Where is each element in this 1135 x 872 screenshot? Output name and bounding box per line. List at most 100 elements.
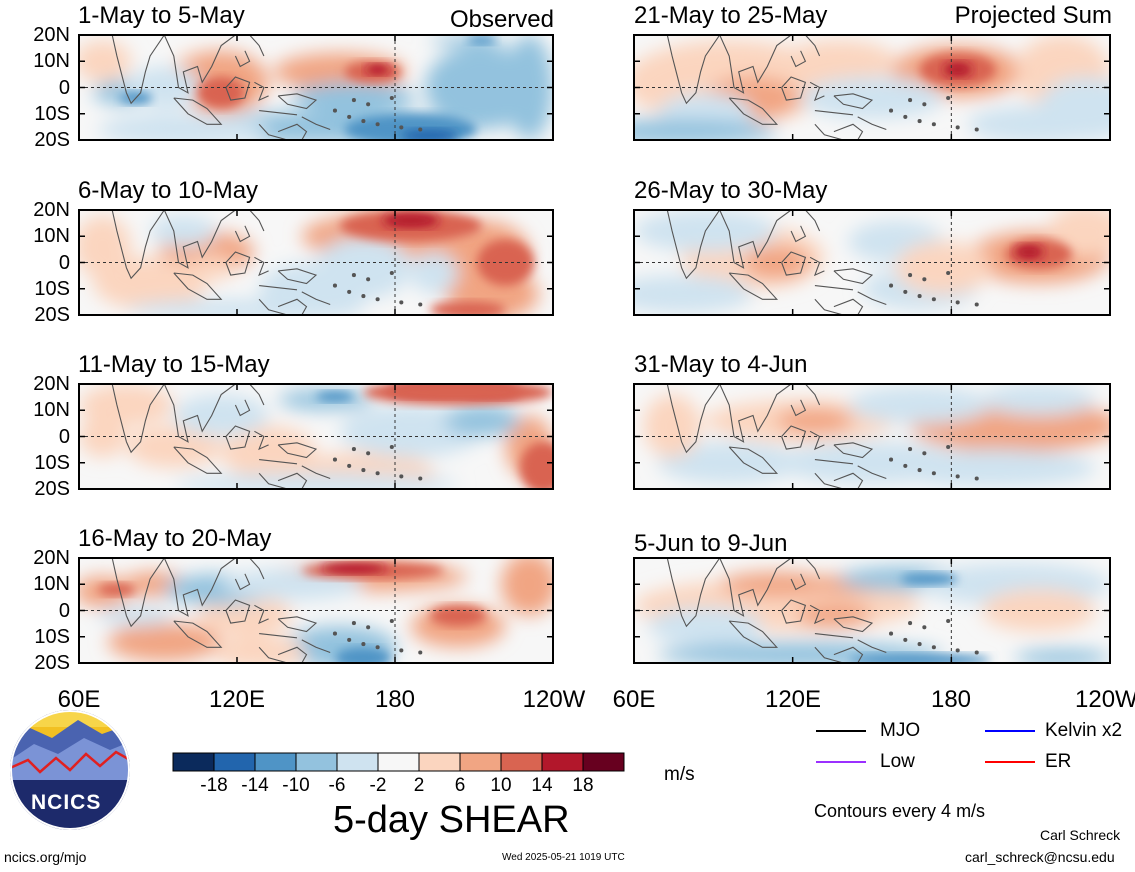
legend-label-er: ER bbox=[1045, 751, 1072, 772]
coastline bbox=[728, 272, 779, 300]
island bbox=[922, 277, 927, 282]
island bbox=[903, 289, 908, 294]
lat-label: 0 bbox=[58, 599, 70, 622]
lat-label: 20S bbox=[34, 129, 70, 151]
panel-title-obs-1: 1-May to 5-May bbox=[78, 2, 245, 29]
lat-label: 20N bbox=[33, 373, 70, 395]
coastline bbox=[790, 50, 807, 68]
colorbar-tick-label: 14 bbox=[531, 775, 553, 796]
coastline bbox=[249, 35, 265, 57]
coastline bbox=[814, 298, 844, 315]
coastline bbox=[719, 35, 792, 94]
island bbox=[347, 289, 352, 294]
island bbox=[389, 95, 394, 101]
observed-label: Observed bbox=[449, 6, 554, 33]
coastline bbox=[173, 97, 223, 125]
lat-label: 10N bbox=[33, 50, 70, 73]
coastline bbox=[111, 558, 165, 628]
coastline bbox=[259, 633, 298, 639]
lon-label-120e-right: 120E bbox=[764, 686, 822, 713]
island bbox=[418, 650, 423, 655]
shear-blob bbox=[173, 473, 459, 489]
coastlines bbox=[111, 35, 423, 140]
panel-title-obs-2: 6-May to 10-May bbox=[78, 177, 259, 204]
coastline bbox=[249, 210, 265, 232]
ncics-logo bbox=[10, 710, 130, 830]
lat-label: 10N bbox=[33, 573, 70, 596]
island bbox=[946, 95, 951, 101]
coastline bbox=[277, 93, 318, 110]
colorbar-tick-label: 6 bbox=[454, 775, 466, 796]
shear-blob bbox=[500, 558, 553, 616]
coastlines bbox=[666, 35, 979, 140]
island bbox=[366, 451, 371, 456]
shear-blob bbox=[1038, 77, 1110, 140]
island bbox=[974, 127, 979, 132]
coastline bbox=[277, 616, 318, 633]
island bbox=[955, 474, 960, 479]
coastline bbox=[254, 256, 269, 277]
coastline bbox=[781, 251, 807, 276]
panel-title-proj-2: 26-May to 30-May bbox=[634, 177, 828, 204]
shear-blob bbox=[365, 64, 390, 75]
shear-blob bbox=[197, 594, 293, 637]
coastline bbox=[254, 81, 269, 102]
coastline bbox=[781, 76, 807, 101]
island bbox=[366, 277, 371, 282]
shear-blob bbox=[848, 653, 991, 663]
coastline bbox=[809, 81, 825, 102]
lat-label: 10S bbox=[34, 277, 70, 300]
shear-blob bbox=[401, 129, 459, 140]
shear-blob bbox=[363, 384, 553, 405]
colorbar-tick-label: 18 bbox=[572, 775, 594, 796]
coastline bbox=[225, 251, 251, 276]
island bbox=[908, 621, 913, 626]
shear-blob bbox=[173, 394, 269, 437]
island bbox=[375, 122, 380, 127]
island bbox=[351, 98, 356, 103]
coastline bbox=[225, 76, 251, 101]
panel-title-obs-4: 16-May to 20-May bbox=[78, 525, 272, 552]
map-panel-7 bbox=[633, 383, 1111, 490]
coastline bbox=[833, 298, 864, 315]
lat-label: 20N bbox=[33, 199, 70, 221]
map-panel-8 bbox=[633, 557, 1111, 664]
map-panel-5 bbox=[633, 34, 1111, 141]
shear-blob bbox=[467, 36, 497, 45]
coastline bbox=[719, 558, 792, 617]
footer-author: Carl Schreck bbox=[1040, 827, 1121, 843]
island bbox=[931, 471, 936, 476]
coastline bbox=[225, 425, 251, 450]
lon-label-180-left: 180 bbox=[374, 686, 416, 713]
shear-blob bbox=[743, 245, 811, 280]
island bbox=[347, 463, 352, 468]
shear-blob bbox=[634, 119, 777, 140]
island bbox=[332, 283, 338, 288]
coastline bbox=[728, 446, 779, 474]
island bbox=[955, 648, 960, 653]
coastline bbox=[728, 620, 779, 648]
colorbar-swatch bbox=[336, 752, 379, 772]
colorbar-tick-label: -2 bbox=[369, 775, 387, 796]
shear-blob bbox=[221, 426, 316, 479]
shear-blob bbox=[429, 301, 506, 315]
island bbox=[888, 283, 894, 288]
coastline bbox=[173, 620, 223, 648]
coastline bbox=[277, 442, 318, 459]
island bbox=[418, 302, 423, 307]
island bbox=[946, 444, 951, 450]
coastlines bbox=[111, 384, 423, 489]
coastline bbox=[163, 35, 236, 94]
coastline bbox=[814, 646, 844, 663]
shear-blob bbox=[886, 449, 1096, 487]
shear-blob bbox=[79, 215, 132, 279]
colorbar-swatch bbox=[582, 752, 625, 772]
island bbox=[903, 637, 908, 642]
coastline bbox=[254, 604, 269, 625]
legend-label-low: Low bbox=[880, 751, 915, 772]
colorbar-units: m/s bbox=[664, 764, 695, 785]
shear-blob bbox=[197, 77, 245, 109]
shear-blob bbox=[719, 571, 834, 597]
logo-text: NCICS bbox=[31, 791, 102, 814]
island bbox=[361, 294, 366, 299]
